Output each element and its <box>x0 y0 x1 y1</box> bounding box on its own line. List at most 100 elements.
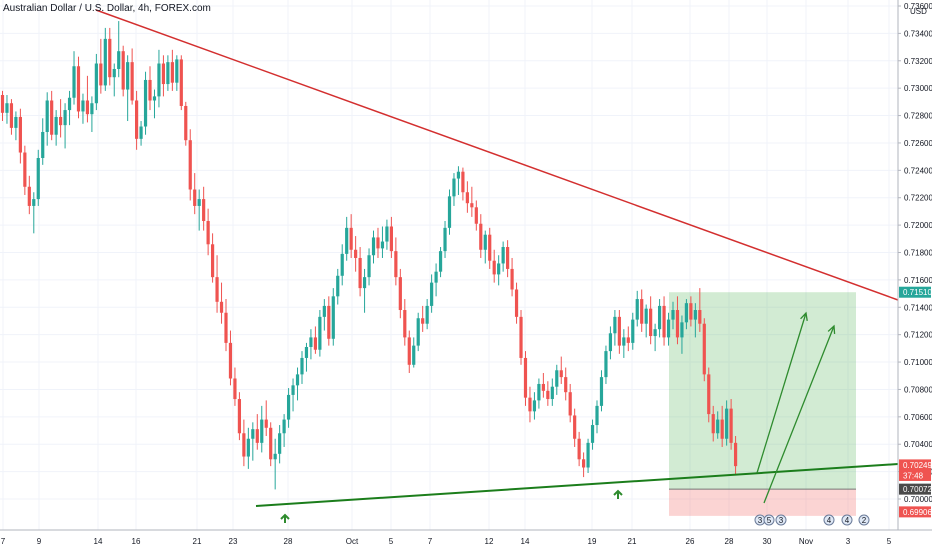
candle-body <box>595 405 599 426</box>
candle-body <box>72 66 76 98</box>
candle-body <box>318 316 322 350</box>
candle-body <box>143 79 148 127</box>
price-tick-label: 0.73600 <box>904 2 932 11</box>
time-tick-label: 7 <box>1 537 6 546</box>
candle-body <box>474 207 478 224</box>
candle-body <box>479 223 483 250</box>
take-profit-zone <box>669 292 856 490</box>
candle-body <box>698 310 702 324</box>
candle-body <box>76 66 81 112</box>
candle-body <box>246 438 250 457</box>
currency-label: USD <box>910 7 927 16</box>
candle-body <box>269 427 273 460</box>
candle-body <box>434 271 438 283</box>
candle-body <box>108 38 112 78</box>
candle-body <box>501 247 505 264</box>
candle-body <box>175 59 179 83</box>
candle-body <box>81 100 85 112</box>
candle-body <box>626 337 630 343</box>
candle-body <box>286 394 291 420</box>
economic-event-icon[interactable] <box>775 514 787 526</box>
price-tick-label: 0.72600 <box>904 139 932 148</box>
price-tag-label: 0.69906 <box>903 508 932 517</box>
candle-body <box>528 397 532 412</box>
candle-body <box>380 241 385 249</box>
time-tick-label: 21 <box>628 537 637 546</box>
candle-body <box>273 453 277 460</box>
candle-body <box>85 100 90 115</box>
candle-body <box>345 227 349 254</box>
time-tick-label: Oct <box>346 537 359 546</box>
candle-body <box>157 63 161 97</box>
economic-event-icon[interactable] <box>858 514 870 526</box>
candle-body <box>0 95 5 113</box>
candle-body <box>675 310 680 338</box>
support-arrow-icon <box>613 489 623 499</box>
price-tick-label: 0.73200 <box>904 57 932 66</box>
price-tag-label: 37:48 <box>903 471 924 480</box>
candle-body <box>9 103 14 128</box>
projection-arrow-line <box>756 312 807 474</box>
candle-body <box>99 63 103 86</box>
chart-title: Australian Dollar / U.S. Dollar, 4h, FOR… <box>3 3 211 14</box>
candle-body <box>582 459 586 468</box>
price-tick-label: 0.71600 <box>904 276 932 285</box>
candle-body <box>36 158 40 200</box>
candle-body <box>649 308 653 337</box>
time-tick-label: 16 <box>132 537 141 546</box>
time-tick-label: 23 <box>229 537 238 546</box>
projection-arrowhead <box>800 311 808 322</box>
candle-body <box>327 305 331 339</box>
candle-body <box>139 126 143 139</box>
price-tick-label: 0.70600 <box>904 413 932 422</box>
economic-event-icon[interactable] <box>841 514 853 526</box>
candle-body <box>278 433 282 454</box>
candle-body <box>94 63 98 104</box>
candle-body <box>242 433 246 457</box>
time-axis[interactable]: 7 9 14 16 21 23 28 Oct 5 7 12 14 19 21 26 28 30 Nov 3 5 <box>0 529 932 546</box>
candle-body <box>590 425 595 443</box>
economic-event-icon[interactable] <box>763 514 775 526</box>
candle-body <box>255 429 259 443</box>
candle-body <box>425 305 429 324</box>
candle-body <box>662 305 666 338</box>
price-tag <box>899 469 931 481</box>
candle-body <box>322 305 326 317</box>
upper-trendline[interactable] <box>95 9 899 301</box>
candle-body <box>179 59 183 106</box>
candle-body <box>170 62 174 83</box>
candle-body <box>707 374 711 415</box>
lower-trendline[interactable] <box>255 463 899 507</box>
projection-arrow-line <box>763 325 835 504</box>
candle-body <box>514 289 519 317</box>
time-tick-label: 12 <box>485 537 494 546</box>
candle-body <box>210 244 215 278</box>
candle-body <box>251 429 255 439</box>
candle-body <box>523 357 528 398</box>
price-tick-label: 0.70400 <box>904 440 932 449</box>
candle-body <box>631 319 635 343</box>
candle-body <box>680 322 684 338</box>
candle-body <box>555 370 559 387</box>
economic-event-icon[interactable] <box>823 514 835 526</box>
candle-body <box>564 377 568 393</box>
candle-body <box>506 247 510 269</box>
candle-body <box>148 79 152 101</box>
candle-body <box>599 377 604 406</box>
candle-body <box>291 385 295 395</box>
economic-event-count: 3 <box>779 516 784 525</box>
candle-body <box>206 221 210 245</box>
candle-body <box>304 346 309 358</box>
candle-body <box>376 237 380 249</box>
candle-body <box>568 392 572 416</box>
time-tick-label: 21 <box>193 537 202 546</box>
price-tag <box>899 506 931 518</box>
candle-body <box>112 68 116 78</box>
candle-body <box>282 419 286 434</box>
projection-arrowhead <box>827 324 836 335</box>
economic-event-count: 4 <box>845 516 850 525</box>
candle-body <box>300 357 304 375</box>
candle-body <box>90 103 94 115</box>
